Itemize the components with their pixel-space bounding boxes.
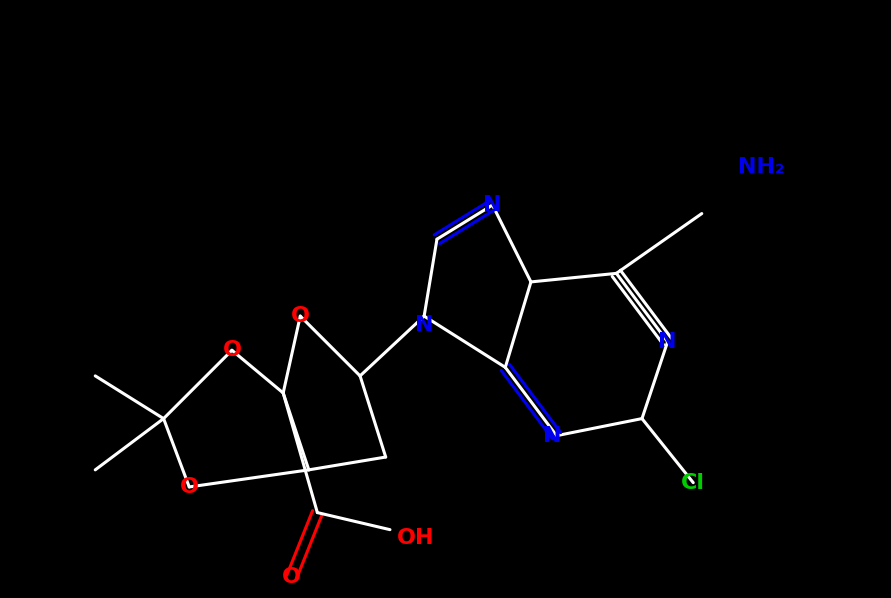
Text: Cl: Cl [682,472,706,493]
Text: N: N [483,195,502,215]
Text: O: O [290,306,310,326]
Text: O: O [180,477,199,497]
Text: NH₂: NH₂ [739,157,785,176]
Text: N: N [543,426,561,446]
Text: N: N [658,332,677,352]
Text: O: O [223,340,241,360]
Text: O: O [282,567,301,587]
Text: N: N [415,315,433,335]
Text: OH: OH [396,528,434,548]
